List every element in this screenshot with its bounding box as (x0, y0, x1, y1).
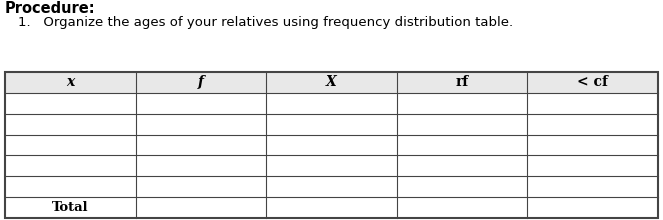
Text: 1.   Organize the ages of your relatives using frequency distribution table.: 1. Organize the ages of your relatives u… (18, 16, 513, 29)
Text: < cf: < cf (577, 75, 608, 89)
Bar (5, 93, 658, 218)
Text: X: X (326, 75, 337, 89)
Text: rf: rf (455, 75, 469, 89)
Text: x: x (66, 75, 74, 89)
Text: f: f (198, 75, 204, 89)
Text: Procedure:: Procedure: (5, 1, 95, 16)
Bar (5, 72, 658, 93)
Bar (5, 72, 658, 218)
Text: Total: Total (52, 201, 89, 214)
